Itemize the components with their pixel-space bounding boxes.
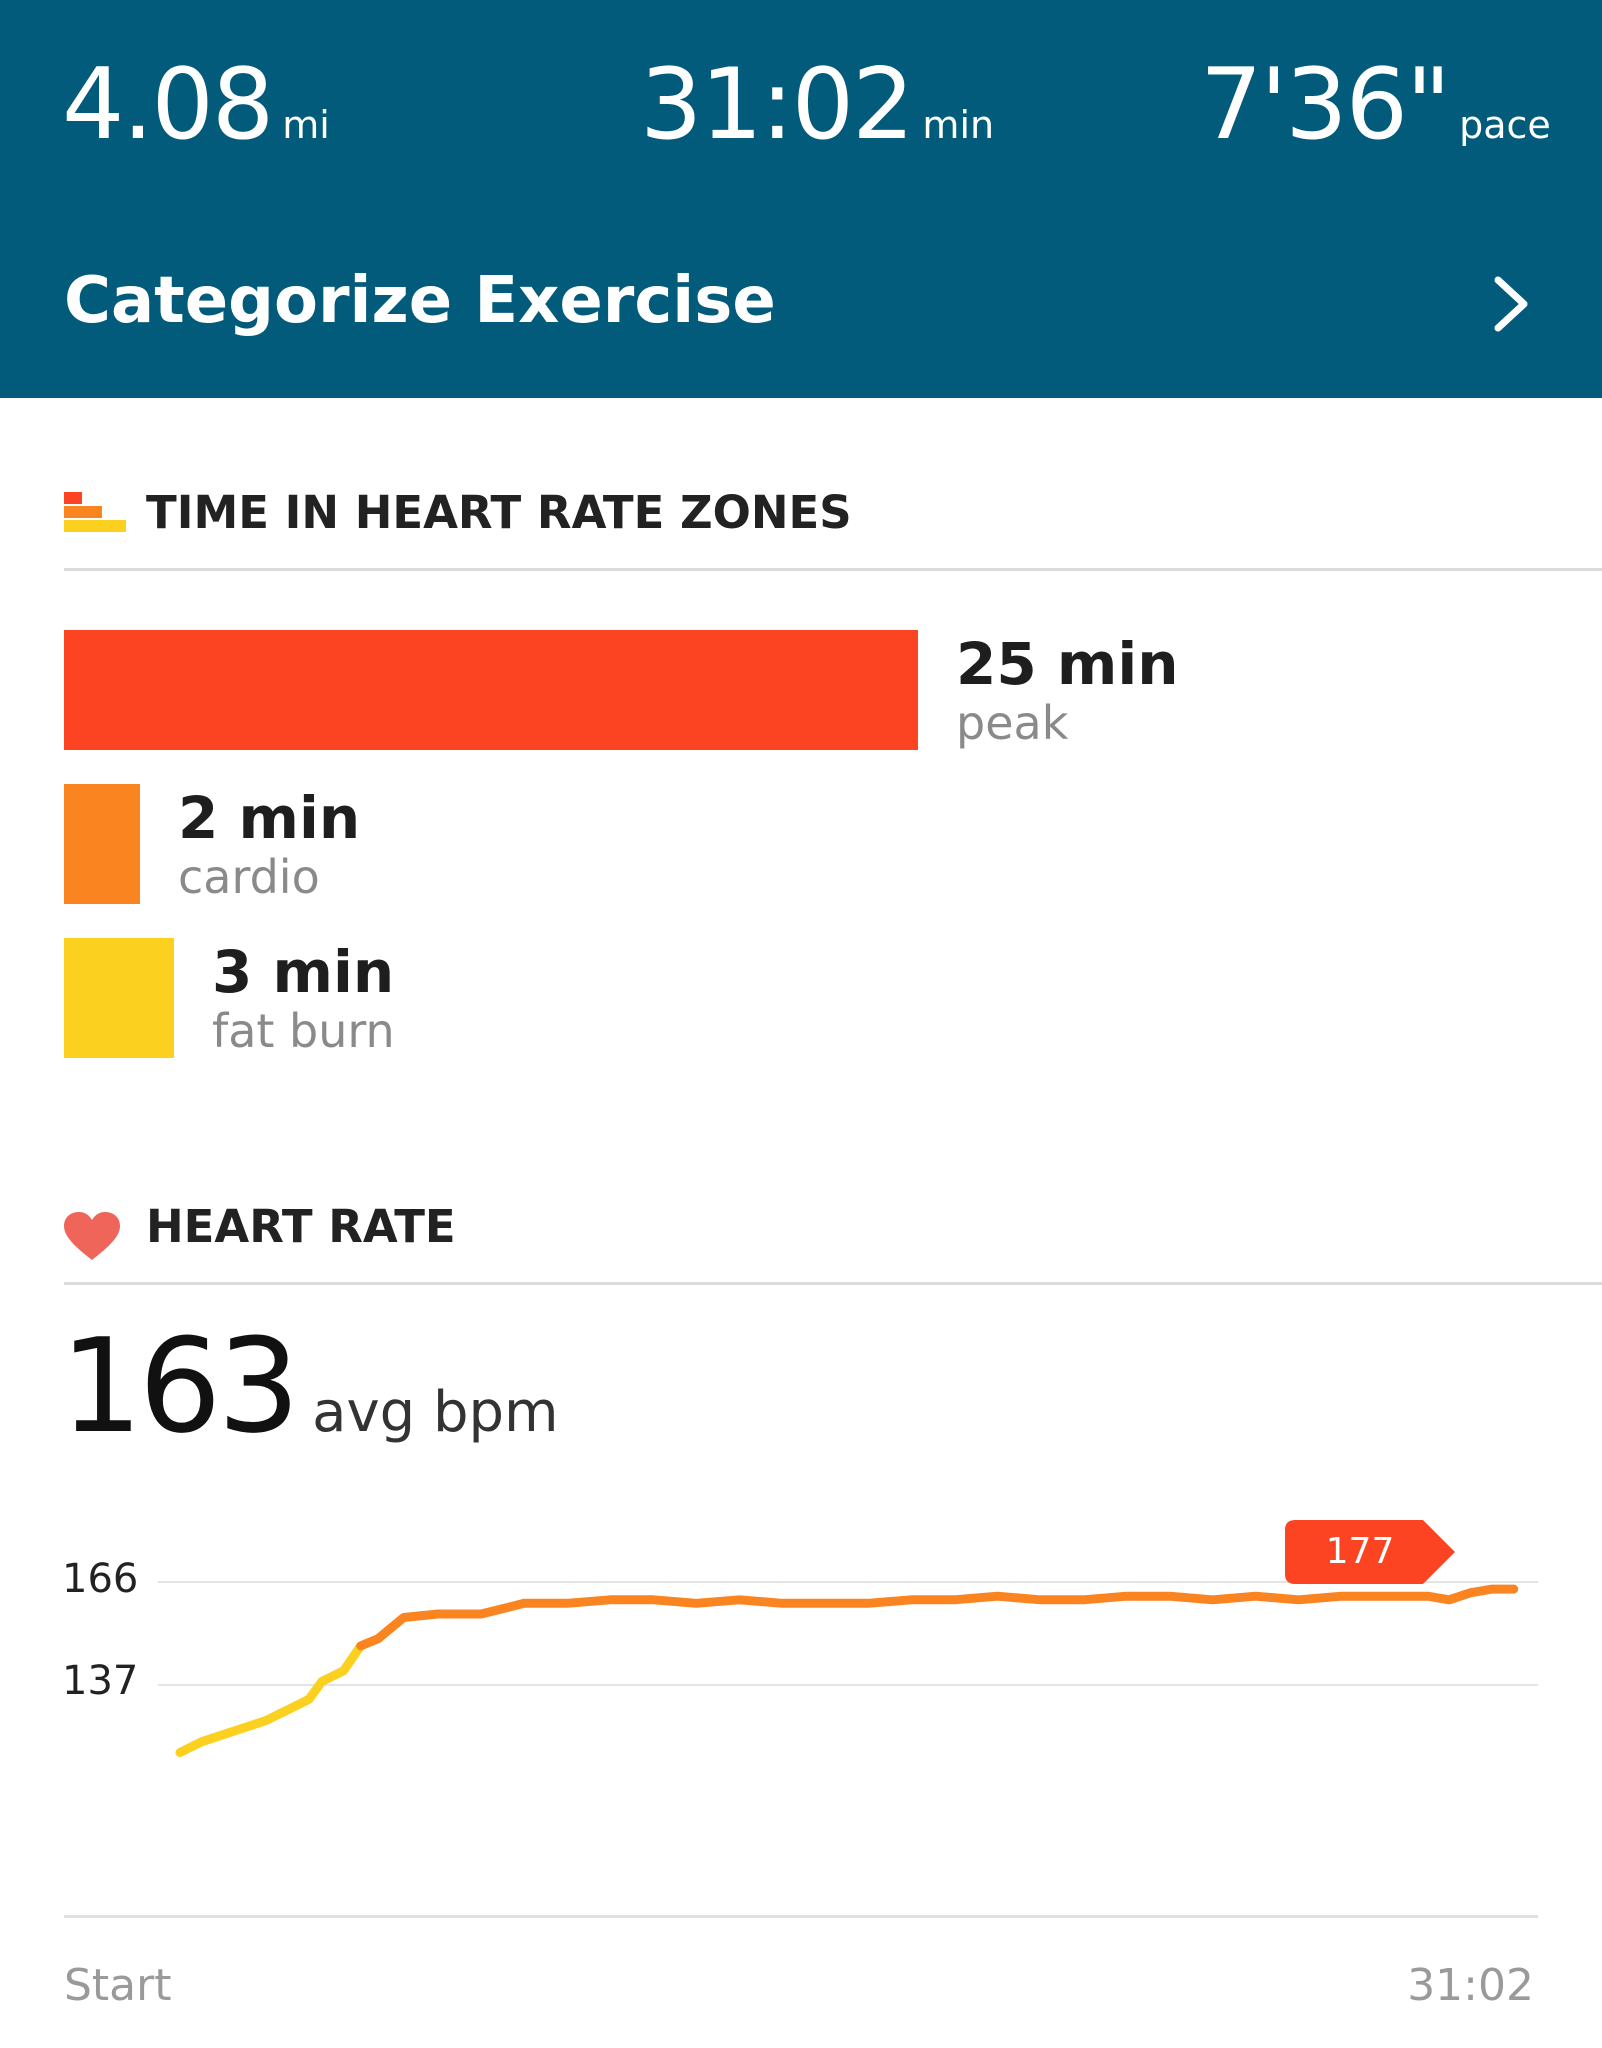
duration-value: 31:02 [640,48,914,162]
avg-bpm-unit: avg bpm [312,1380,559,1445]
gridline-166 [158,1581,1538,1583]
peak-bpm-badge [1285,1520,1455,1584]
zone-bar-cardio [64,784,140,904]
avg-bpm-value: 163 [60,1310,300,1462]
zone-label-cardio: 2 min cardio [178,786,360,904]
zones-section-title: TIME IN HEART RATE ZONES [146,486,852,539]
zone-peak-name: peak [956,696,1069,750]
hr-line-cardio-peak [356,1584,1519,1651]
categorize-exercise-label: Categorize Exercise [64,264,776,338]
distance-unit: mi [282,103,330,147]
zones-section-header: TIME IN HEART RATE ZONES [64,486,1602,571]
zone-cardio-minutes: 2 min [178,784,361,852]
duration-unit: min [922,103,995,147]
zone-bar-peak [64,630,918,750]
zone-peak-minutes: 25 min [956,630,1179,698]
pace-stat: 7'36" pace [1200,48,1551,162]
workout-summary-header: 4.08 mi 31:02 min 7'36" pace Categorize Exe… [0,0,1602,398]
distance-value: 4.08 [62,48,274,162]
zone-fat-burn-minutes: 3 min [212,938,395,1006]
x-label-end: 31:02 [1407,1960,1534,2011]
pace-value: 7'36" [1200,48,1451,162]
y-tick-166: 166 [62,1556,139,1602]
zone-cardio-name: cardio [178,850,320,904]
zone-label-fat-burn: 3 min fat burn [212,940,395,1058]
zone-label-peak: 25 min peak [956,632,1179,750]
y-tick-137: 137 [62,1658,139,1704]
distance-stat: 4.08 mi [62,48,330,162]
heart-rate-section-header: HEART RATE [64,1200,1602,1285]
zones-bars-icon [64,492,126,532]
zone-fat-burn-name: fat burn [212,1004,395,1058]
heart-icon [64,1212,120,1260]
peak-bpm-value: 177 [1325,1531,1395,1572]
average-heart-rate: 163 avg bpm [60,1310,559,1462]
heart-rate-section-title: HEART RATE [146,1200,456,1253]
categorize-exercise-row[interactable]: Categorize Exercise [0,240,1602,360]
hr-line-fat-burn [175,1641,366,1757]
duration-stat: 31:02 min [640,48,994,162]
chart-baseline [64,1915,1538,1918]
pace-unit: pace [1459,103,1551,147]
chevron-right-icon[interactable] [1482,274,1542,334]
zone-bar-fat-burn [64,938,174,1058]
x-label-start: Start [64,1960,172,2011]
gridline-137 [158,1684,1538,1686]
